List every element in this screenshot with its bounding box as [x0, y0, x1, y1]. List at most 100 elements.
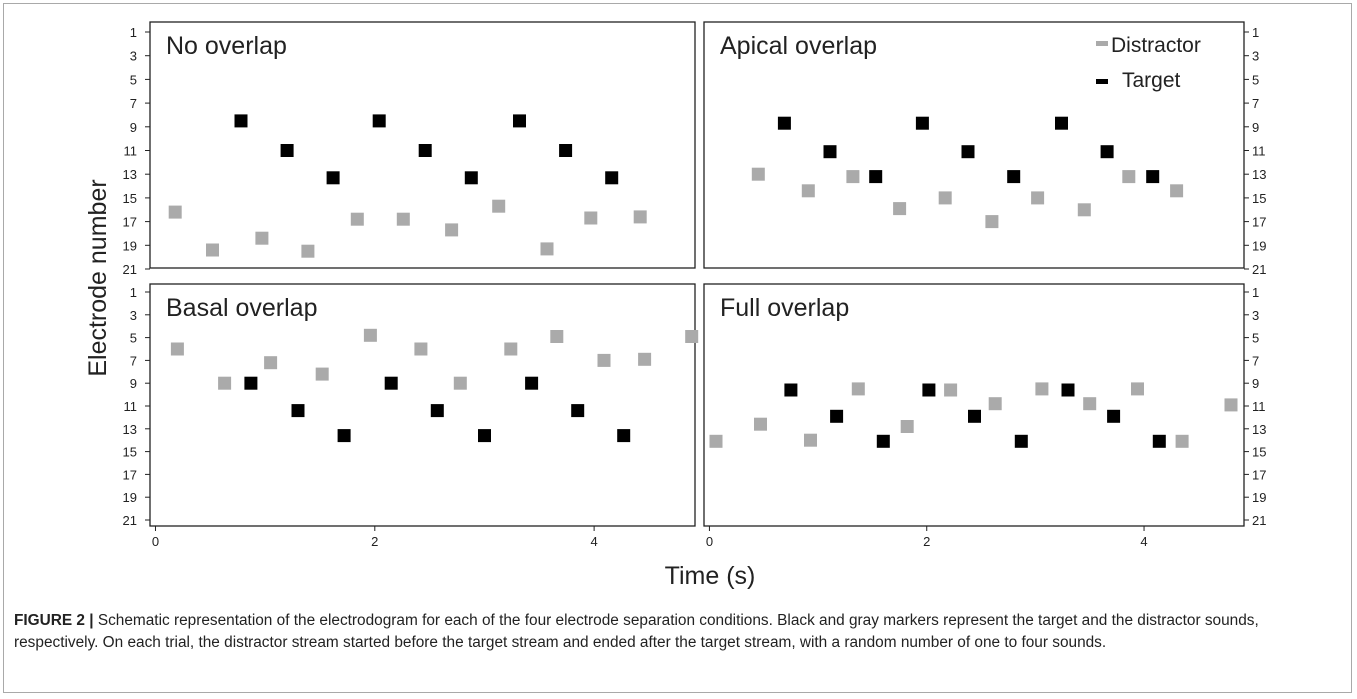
- panel-title-no-overlap: No overlap: [166, 32, 287, 60]
- distractor-marker: [851, 382, 865, 396]
- distractor-marker: [985, 215, 999, 229]
- distractor-marker: [1170, 184, 1184, 198]
- distractor-marker: [1077, 203, 1091, 217]
- target-marker: [326, 171, 340, 185]
- target-marker: [464, 171, 478, 185]
- y-axis-label: Electrode number: [84, 179, 112, 376]
- target-marker: [1055, 116, 1068, 130]
- target-marker: [559, 144, 573, 157]
- panel-title-apical-overlap: Apical overlap: [720, 32, 877, 60]
- y-tick-label: 1: [130, 285, 137, 300]
- distractor-marker: [944, 383, 958, 397]
- distractor-marker: [685, 330, 699, 343]
- y-tick-label: 9: [1252, 120, 1259, 135]
- y-tick-label: 11: [124, 399, 138, 414]
- target-marker: [961, 145, 975, 159]
- distractor-marker: [1035, 382, 1049, 396]
- panel-title-full-overlap: Full overlap: [720, 294, 849, 322]
- y-tick-label: 7: [1252, 353, 1259, 368]
- distractor-marker: [396, 212, 410, 226]
- distractor-marker: [1083, 397, 1097, 411]
- distractor-marker: [804, 433, 817, 447]
- x-tick-label: 2: [923, 534, 930, 549]
- panel-frame-no-overlap: [149, 21, 696, 269]
- figure-caption: FIGURE 2 | Schematic representation of t…: [14, 610, 1339, 654]
- y-tick-label: 13: [1252, 422, 1266, 437]
- distractor-marker: [900, 420, 914, 433]
- target-marker: [234, 114, 248, 128]
- caption-text: Schematic representation of the electrod…: [14, 612, 1259, 651]
- y-tick-label: 19: [1252, 490, 1266, 505]
- y-tick-label: 17: [123, 467, 137, 482]
- y-tick-label: 21: [1252, 262, 1266, 277]
- target-marker: [513, 114, 526, 128]
- distractor-marker: [846, 170, 860, 184]
- target-marker: [830, 409, 844, 423]
- target-marker: [1061, 383, 1075, 397]
- distractor-marker: [893, 202, 907, 216]
- target-marker: [777, 116, 791, 130]
- panel-frame-basal-overlap: [149, 283, 696, 527]
- y-tick-label: 13: [123, 167, 137, 182]
- target-marker: [244, 376, 258, 390]
- target-marker: [922, 383, 936, 397]
- y-tick-label: 3: [130, 308, 137, 323]
- y-tick-label: 21: [123, 513, 137, 528]
- target-marker: [869, 170, 883, 184]
- distractor-marker: [754, 417, 767, 431]
- y-tick-label: 7: [1252, 96, 1259, 111]
- target-marker: [1100, 145, 1114, 159]
- distractor-marker: [550, 330, 564, 343]
- target-marker: [1014, 434, 1028, 448]
- target-marker: [876, 434, 890, 448]
- y-tick-label: 11: [1252, 399, 1266, 414]
- panels-layer: No overlap Apical overlap Basal overlap Ful…: [149, 21, 1245, 527]
- target-marker: [571, 404, 585, 418]
- legend-swatch-target: [1096, 79, 1108, 84]
- electrodogram-chart: No overlap Apical overlap Basal overlap Ful…: [84, 21, 1266, 590]
- target-marker: [784, 383, 798, 397]
- panel-basal-overlap: Basal overlap: [149, 283, 699, 527]
- y-tick-label: 15: [1252, 445, 1266, 460]
- legend-label-distractor: Distractor: [1111, 34, 1201, 57]
- target-marker: [337, 429, 351, 443]
- distractor-marker: [363, 328, 377, 342]
- distractor-marker: [445, 223, 459, 237]
- y-tick-label: 15: [123, 445, 137, 460]
- target-marker: [617, 429, 631, 443]
- y-tick-label: 15: [123, 191, 137, 206]
- distractor-marker: [414, 342, 428, 356]
- distractor-marker: [540, 242, 554, 256]
- distractor-marker: [584, 211, 598, 225]
- legend-swatch-distractor: [1096, 41, 1108, 46]
- target-marker: [1007, 170, 1021, 184]
- y-tick-label: 13: [123, 422, 137, 437]
- panel-full-overlap: Full overlap: [703, 283, 1245, 527]
- y-tick-label: 13: [1252, 167, 1266, 182]
- y-tick-label: 5: [1252, 72, 1259, 87]
- distractor-marker: [168, 205, 182, 219]
- distractor-marker: [504, 342, 518, 356]
- distractor-marker: [315, 367, 329, 381]
- distractor-marker: [633, 210, 647, 224]
- x-axis-label: Time (s): [665, 562, 756, 590]
- x-tick-label: 0: [152, 534, 159, 549]
- distractor-marker: [938, 191, 952, 205]
- target-marker: [968, 409, 981, 423]
- y-tick-label: 19: [123, 238, 137, 253]
- x-tick-label: 0: [706, 534, 713, 549]
- target-marker: [525, 376, 539, 390]
- distractor-marker: [801, 184, 815, 198]
- distractor-marker: [1031, 191, 1045, 205]
- distractor-marker: [170, 342, 184, 356]
- y-tick-label: 1: [130, 25, 137, 40]
- y-tick-label: 9: [130, 376, 137, 391]
- distractor-marker: [453, 376, 467, 390]
- panel-frame-full-overlap: [703, 283, 1245, 527]
- distractor-marker: [751, 167, 765, 181]
- target-marker: [605, 171, 619, 185]
- distractor-marker: [1122, 170, 1136, 184]
- target-marker: [384, 376, 398, 390]
- y-tick-label: 11: [124, 144, 138, 159]
- x-tick-label: 2: [371, 534, 378, 549]
